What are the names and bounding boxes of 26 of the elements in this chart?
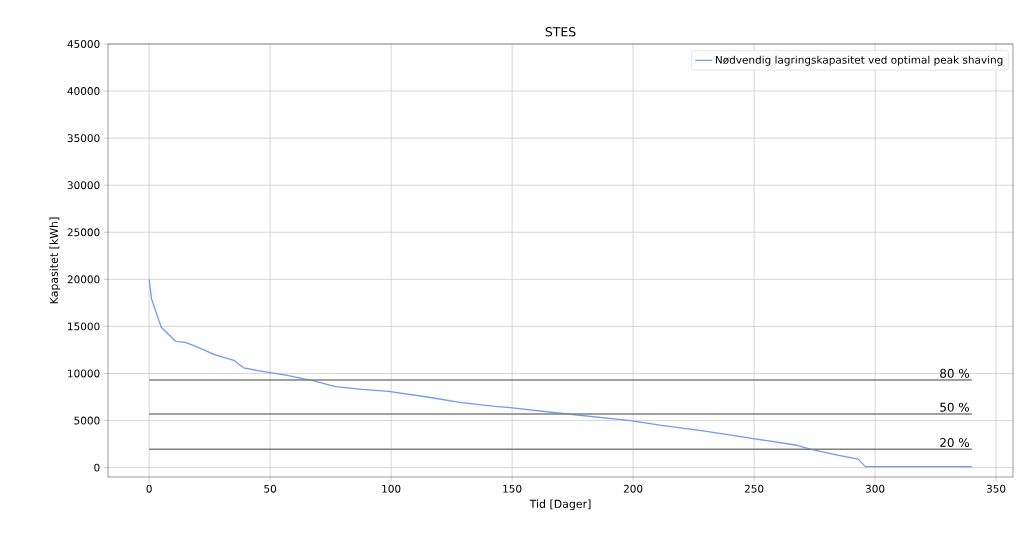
- y-tick-label: 25000: [67, 228, 100, 237]
- y-tick-label: 30000: [67, 181, 100, 190]
- x-tick-label: 350: [986, 484, 1006, 493]
- y-tick-label: 10000: [68, 369, 100, 378]
- x-tick-label: 0: [146, 484, 152, 493]
- x-tick-label: 150: [503, 484, 522, 493]
- annotation: 50 %: [940, 402, 970, 412]
- x-tick-label: 300: [865, 484, 885, 493]
- y-tick-label: 15000: [68, 322, 100, 331]
- annotation: 20 %: [940, 437, 970, 448]
- x-tick-label: 50: [264, 484, 277, 493]
- y-tick-label: 0: [94, 463, 100, 472]
- y-axis-title: Kapasitet [kWh]: [49, 217, 61, 304]
- chart-title: STES: [545, 27, 576, 37]
- legend-label: Nødvendig lagringskapasitet ved optimal peak shaving: [715, 55, 1003, 66]
- x-axis-title: Tid [Dager]: [529, 499, 591, 511]
- annotation: 80 %: [940, 368, 970, 378]
- y-tick-label: 20000: [67, 275, 100, 284]
- y-tick-label: 45000: [67, 40, 100, 48]
- line-series: [148, 278, 973, 468]
- y-tick-label: 40000: [67, 87, 100, 96]
- y-tick-label: 5000: [74, 416, 100, 425]
- x-tick-label: 200: [623, 484, 643, 493]
- x-tick-label: 100: [382, 484, 401, 493]
- x-tick-label: 250: [744, 484, 764, 493]
- y-tick-label: 35000: [67, 134, 100, 143]
